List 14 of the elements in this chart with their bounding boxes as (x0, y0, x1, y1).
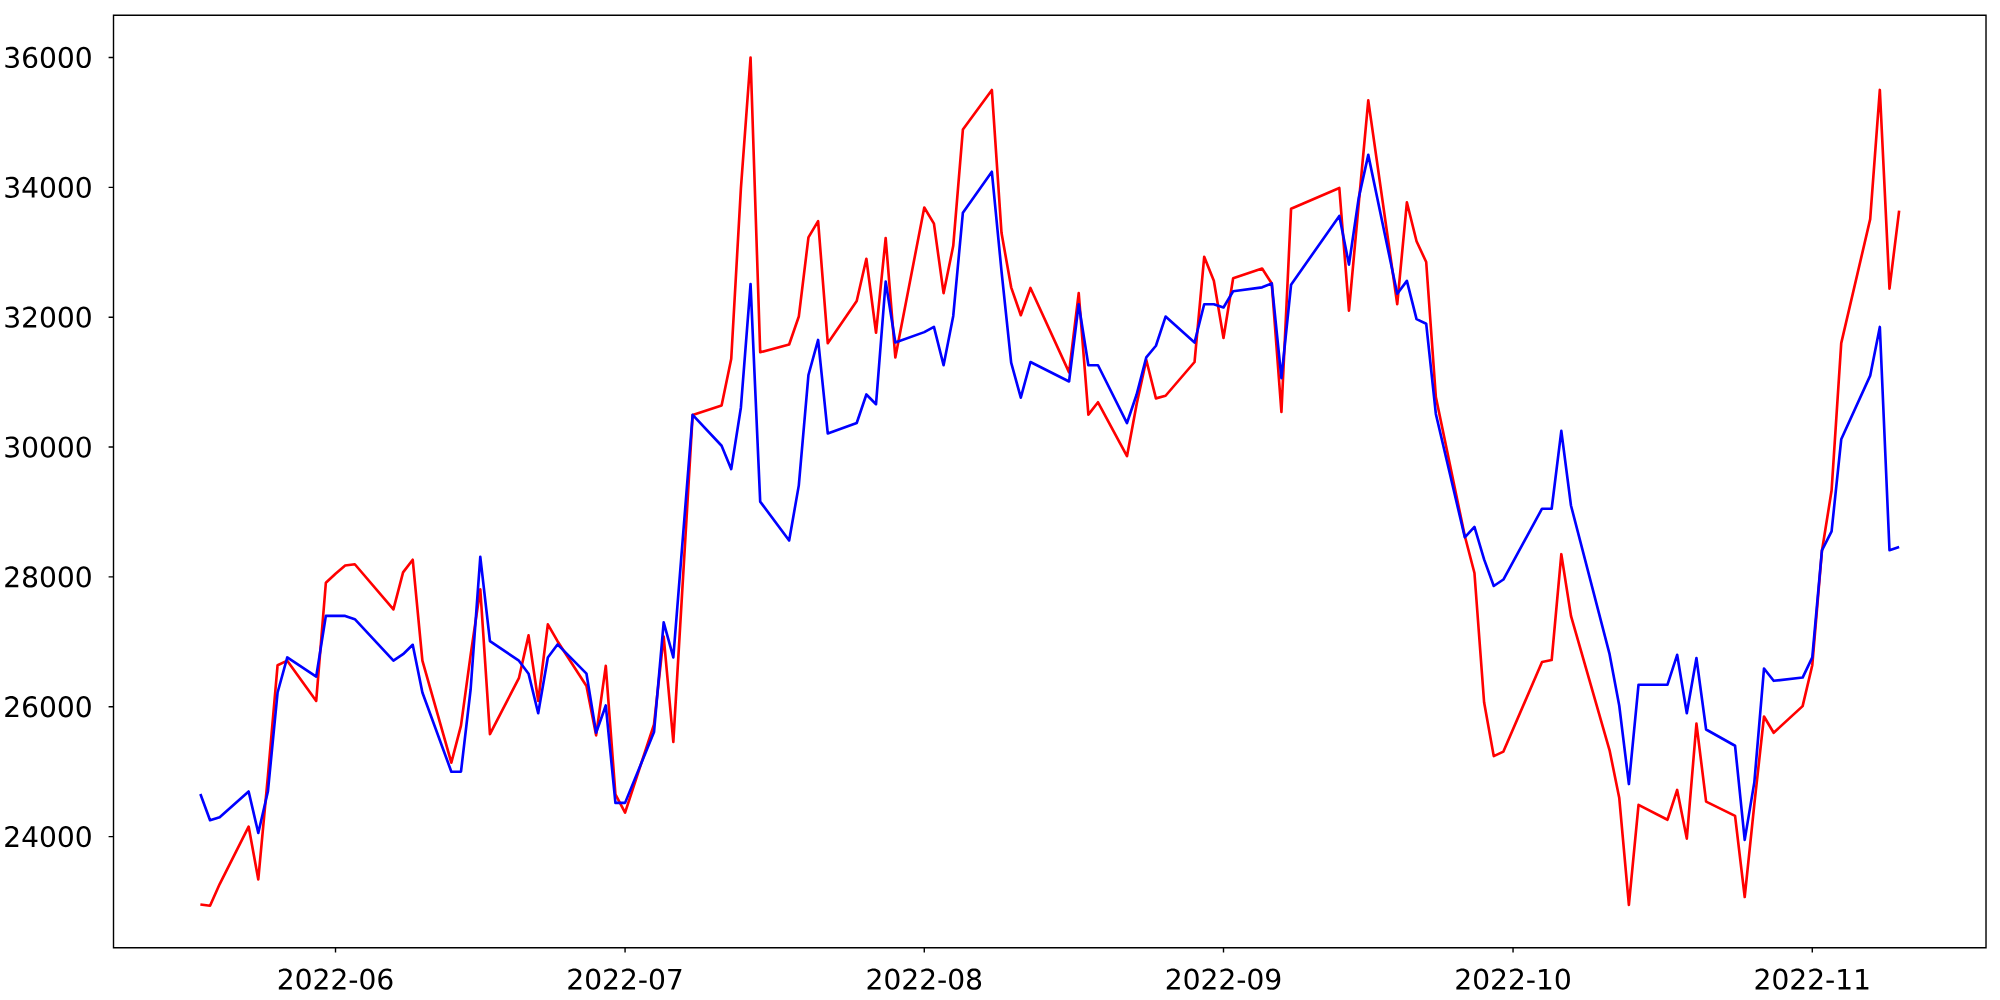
y-tick-label: 30000 (5, 436, 91, 458)
y-tick-label: 28000 (5, 566, 91, 588)
y-tick-label: 36000 (5, 46, 91, 69)
y-tick-label: 26000 (5, 696, 91, 718)
y-tick-label: 34000 (5, 176, 91, 198)
x-tick-label: 2022-11 (1755, 968, 1869, 990)
x-tick-label: 2022-08 (867, 968, 982, 990)
line-series (199, 56, 1901, 908)
x-tick-label: 2022-07 (568, 968, 682, 990)
y-tick-label: 32000 (5, 306, 91, 328)
x-tick-label: 2022-10 (1456, 968, 1570, 990)
x-tick-label: 2022-09 (1166, 968, 1281, 990)
x-tick-label: 2022-06 (278, 968, 393, 990)
y-tick-label: 24000 (5, 826, 91, 848)
